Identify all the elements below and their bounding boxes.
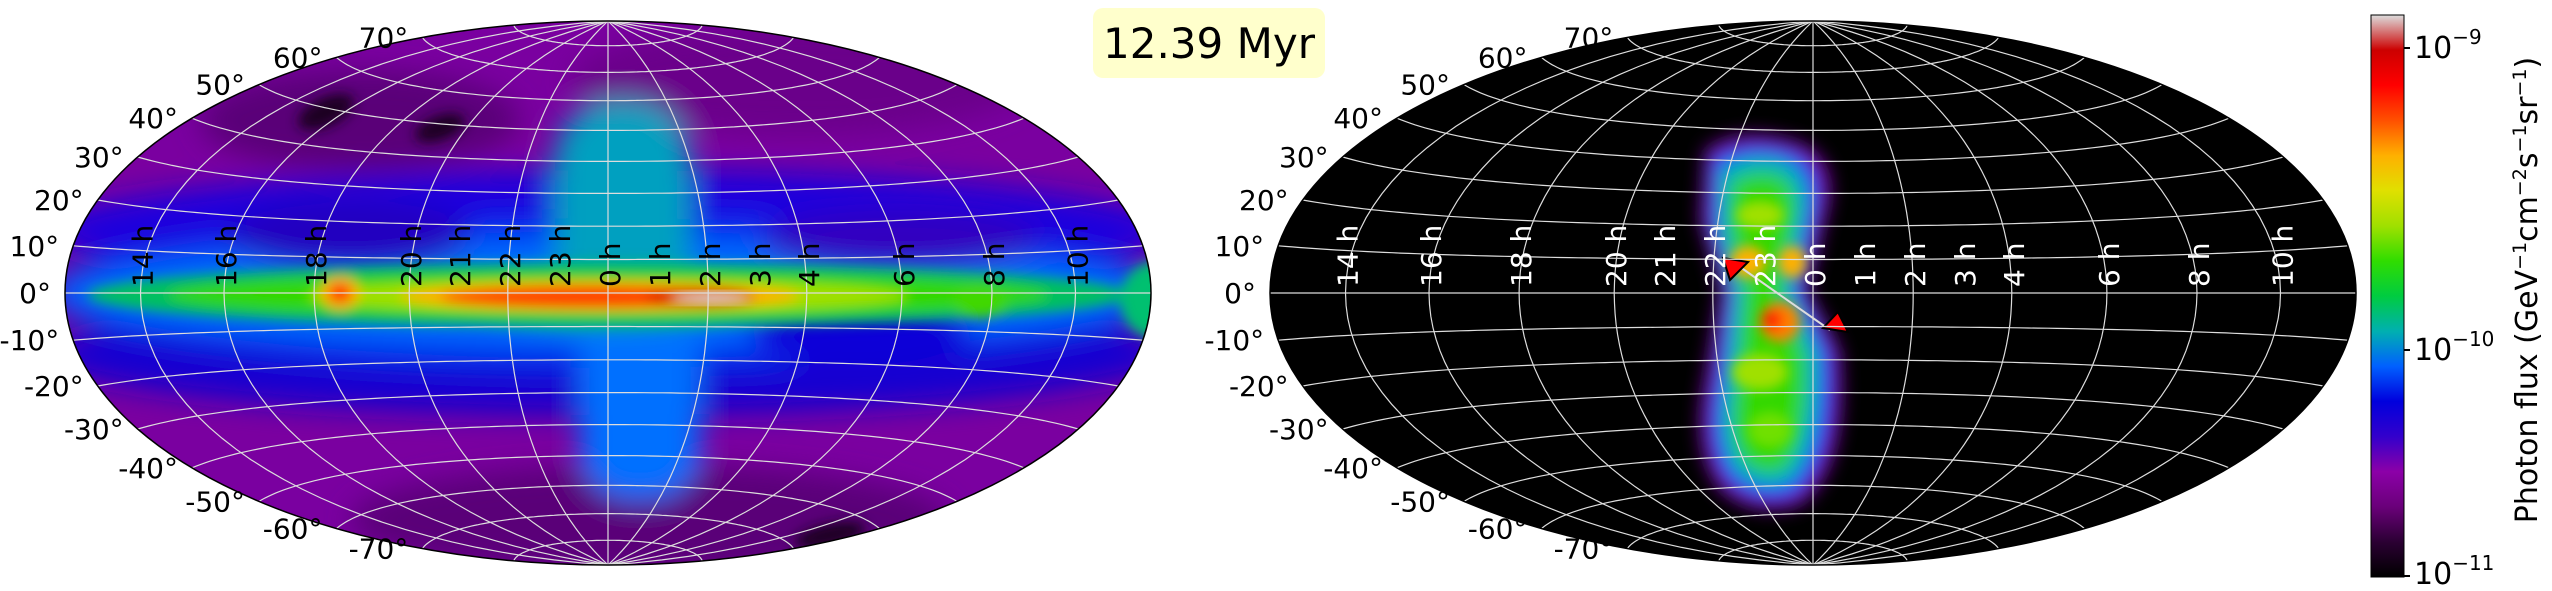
right-lat-label: -70° <box>1554 533 1614 566</box>
right-meridian <box>1344 21 1814 565</box>
left-lon-label: 0 h <box>594 243 627 287</box>
left-graticule <box>65 21 1151 565</box>
left-lon-label: 23 h <box>544 225 577 287</box>
right-lat-label: -40° <box>1323 452 1383 485</box>
left-lon-label: 4 h <box>793 243 826 287</box>
left-axis-labels: 70°60°50°40°30°20°10°0°-10°-20°-30°-40°-… <box>0 21 1095 565</box>
left-lon-label: 21 h <box>444 225 477 287</box>
left-lon-label: 22 h <box>494 225 527 287</box>
right-lat-label: 40° <box>1333 102 1383 135</box>
right-graticule <box>1270 21 2356 565</box>
left-meridian <box>607 21 808 565</box>
left-lat-label: 70° <box>359 21 409 54</box>
right-lat-label: 10° <box>1215 230 1265 263</box>
left-lon-label: 8 h <box>978 243 1011 287</box>
right-lat-label: -50° <box>1390 485 1450 518</box>
right-meridian <box>1613 21 1814 565</box>
right-lat-label: -20° <box>1229 370 1289 403</box>
left-meridian <box>607 21 709 565</box>
left-lat-label: 60° <box>273 41 323 74</box>
left-lon-label: 16 h <box>210 225 243 287</box>
right-map-field <box>1270 21 2356 565</box>
time-badge: 12.39 Myr <box>1093 8 1325 78</box>
left-lon-label: 14 h <box>127 225 160 287</box>
right-meridian <box>1812 21 2108 565</box>
left-meridian <box>313 21 609 565</box>
right-meridian <box>1812 21 1914 565</box>
left-lon-label: 20 h <box>395 225 428 287</box>
right-meridian <box>1812 21 2013 565</box>
colorbar-tick-top: 10−9 <box>2414 25 2482 66</box>
right-lat-label: 20° <box>1239 184 1289 217</box>
right-lon-label: 6 h <box>2093 243 2126 287</box>
right-lat-label: -30° <box>1269 413 1329 446</box>
left-lat-label: -50° <box>185 485 245 518</box>
right-meridian <box>1812 21 2198 565</box>
colorbar-gradient <box>2370 14 2405 578</box>
colorbar-tick-bottom: 10−11 <box>2414 551 2494 591</box>
left-lat-label: -30° <box>64 413 124 446</box>
left-meridian <box>408 21 609 565</box>
right-lon-label: 22 h <box>1699 225 1732 287</box>
left-meridian <box>607 21 1077 565</box>
right-lon-label: 0 h <box>1799 243 1832 287</box>
left-lon-label: 3 h <box>744 243 777 287</box>
left-meridian <box>139 21 609 565</box>
left-lat-label: 20° <box>34 184 84 217</box>
right-lon-label: 21 h <box>1649 225 1682 287</box>
left-lat-label: -70° <box>349 533 409 566</box>
left-map-outline <box>64 20 1152 566</box>
right-lat-label: 70° <box>1564 21 1614 54</box>
left-lat-label: -60° <box>263 513 323 546</box>
left-lat-label: 0° <box>19 277 51 310</box>
left-lat-label: 50° <box>195 69 245 102</box>
colorbar-tick-mid: 10−10 <box>2414 327 2494 368</box>
left-lon-label: 2 h <box>694 243 727 287</box>
right-meridian <box>1712 21 1814 565</box>
right-lon-label: 4 h <box>1998 243 2031 287</box>
left-lon-label: 18 h <box>300 225 333 287</box>
left-map-field <box>65 21 1151 565</box>
right-lon-label: 8 h <box>2183 243 2216 287</box>
right-lon-label: 2 h <box>1899 243 1932 287</box>
right-lat-label: 60° <box>1478 41 1528 74</box>
right-axis-labels: 70°60°50°40°30°20°10°0°-10°-20°-30°-40°-… <box>1204 21 2299 565</box>
right-lon-label: 10 h <box>2267 225 2300 287</box>
left-meridian <box>507 21 609 565</box>
right-lon-label: 16 h <box>1415 225 1448 287</box>
right-lat-label: 50° <box>1400 69 1450 102</box>
left-skymap: 70°60°50°40°30°20°10°0°-10°-20°-30°-40°-… <box>0 20 1152 566</box>
left-lat-label: 10° <box>10 230 60 263</box>
left-lat-label: -10° <box>0 324 59 357</box>
right-lon-label: 3 h <box>1949 243 1982 287</box>
left-lat-label: 30° <box>74 141 124 174</box>
right-lon-label: 18 h <box>1505 225 1538 287</box>
left-lon-label: 6 h <box>888 243 921 287</box>
right-lon-label: 20 h <box>1600 225 1633 287</box>
right-meridian <box>1428 21 1814 565</box>
right-meridian <box>1812 21 2282 565</box>
right-skymap: 70°60°50°40°30°20°10°0°-10°-20°-30°-40°-… <box>1204 20 2357 566</box>
right-lat-label: -60° <box>1468 513 1528 546</box>
right-lat-label: -10° <box>1204 324 1264 357</box>
left-lon-label: 10 h <box>1062 225 1095 287</box>
left-lat-label: 40° <box>128 102 178 135</box>
left-meridian <box>607 21 903 565</box>
right-lon-label: 23 h <box>1749 225 1782 287</box>
right-lat-label: 30° <box>1279 141 1329 174</box>
right-meridian <box>1518 21 1814 565</box>
right-lat-label: 0° <box>1224 277 1256 310</box>
right-lon-label: 14 h <box>1332 225 1365 287</box>
left-meridian <box>607 21 993 565</box>
left-lon-label: 1 h <box>644 243 677 287</box>
left-meridian <box>223 21 609 565</box>
colorbar: 10−9 10−10 10−11 <box>2370 14 2494 591</box>
left-lat-label: -20° <box>24 370 84 403</box>
colorbar-label: Photon flux (GeV−1cm−2s−1sr−1) <box>2509 56 2545 524</box>
right-map-outline <box>1269 20 2357 566</box>
right-lon-label: 1 h <box>1849 243 1882 287</box>
left-lat-label: -40° <box>118 452 178 485</box>
